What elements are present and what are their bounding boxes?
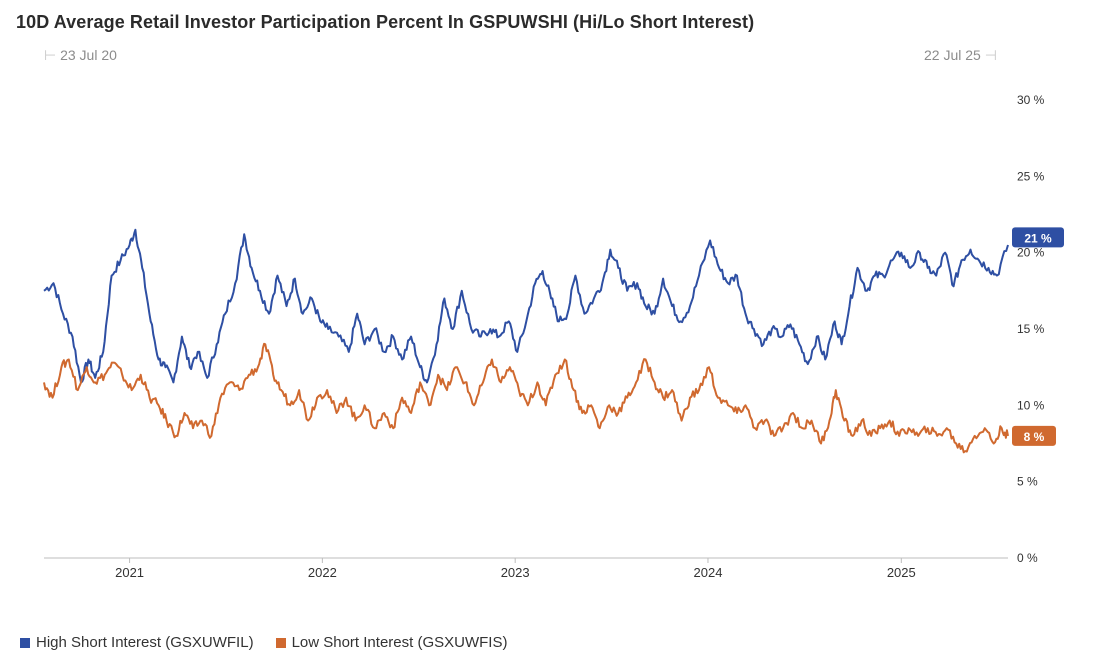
range-start[interactable]: ⊢ 23 Jul 20 — [44, 47, 117, 64]
x-tick-label: 2025 — [887, 565, 916, 580]
range-end-label: 22 Jul 25 — [924, 47, 981, 63]
last-value-badge-low — [1012, 425, 1056, 446]
y-tick-label: 20 % — [1017, 246, 1045, 260]
legend-label-high: High Short Interest (GSXUWFIL) — [36, 634, 254, 651]
x-tick-label: 2022 — [308, 565, 337, 580]
x-tick-label: 2021 — [115, 565, 144, 580]
line-chart: 0 % 5 % 10 % 15 % 20 % 25 % 30 % 2021 2022 2023 20… — [43, 93, 1064, 580]
legend-item-high[interactable]: High Short Interest (GSXUWFIL) — [20, 634, 254, 651]
y-tick-label: 5 % — [1017, 475, 1038, 489]
chart-title: 10D Average Retail Investor Participatio… — [16, 12, 755, 32]
last-value-label-high: 21 % — [1024, 231, 1052, 245]
y-tick-label: 10 % — [1017, 398, 1045, 412]
y-tick-label: 25 % — [1017, 169, 1045, 183]
y-tick-label: 30 % — [1017, 93, 1045, 107]
range-start-label: 23 Jul 20 — [60, 47, 117, 63]
legend-swatch-low — [275, 637, 286, 648]
series-line-high — [43, 228, 1009, 384]
last-value-badge-high — [1012, 227, 1064, 248]
series-line-low — [43, 342, 1009, 454]
legend-label-low: Low Short Interest (GSXUWFIS) — [291, 634, 508, 651]
legend: High Short Interest (GSXUWFIL) Low Short… — [20, 634, 507, 651]
legend-swatch-high — [20, 637, 30, 648]
range-start-handle-icon: ⊢ — [44, 47, 57, 63]
legend-item-low[interactable]: Low Short Interest (GSXUWFIS) — [275, 634, 508, 651]
last-value-label-low: 8 % — [1024, 430, 1045, 444]
range-end[interactable]: 22 Jul 25 ⊣ — [924, 47, 997, 64]
range-end-handle-icon: ⊣ — [984, 47, 997, 63]
y-tick-label: 0 % — [1017, 551, 1038, 565]
x-tick-label: 2024 — [694, 565, 723, 580]
x-tick-label: 2023 — [501, 565, 530, 580]
y-tick-label: 15 % — [1017, 322, 1045, 336]
